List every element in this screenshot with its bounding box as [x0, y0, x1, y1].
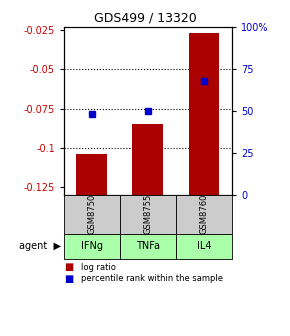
Text: IL4: IL4	[197, 241, 211, 251]
Text: agent  ▶: agent ▶	[19, 241, 61, 251]
Text: log ratio: log ratio	[81, 263, 116, 271]
Bar	[76, 154, 107, 195]
Bar	[188, 33, 219, 195]
Text: GSM8760: GSM8760	[200, 194, 209, 235]
Bar	[133, 124, 163, 195]
Text: percentile rank within the sample: percentile rank within the sample	[81, 275, 223, 283]
Text: GDS499 / 13320: GDS499 / 13320	[94, 12, 196, 25]
Text: ■: ■	[64, 274, 73, 284]
Text: TNFa: TNFa	[136, 241, 160, 251]
Text: GSM8750: GSM8750	[87, 194, 96, 234]
Text: GSM8755: GSM8755	[143, 194, 153, 234]
Text: IFNg: IFNg	[81, 241, 103, 251]
Text: ■: ■	[64, 262, 73, 272]
